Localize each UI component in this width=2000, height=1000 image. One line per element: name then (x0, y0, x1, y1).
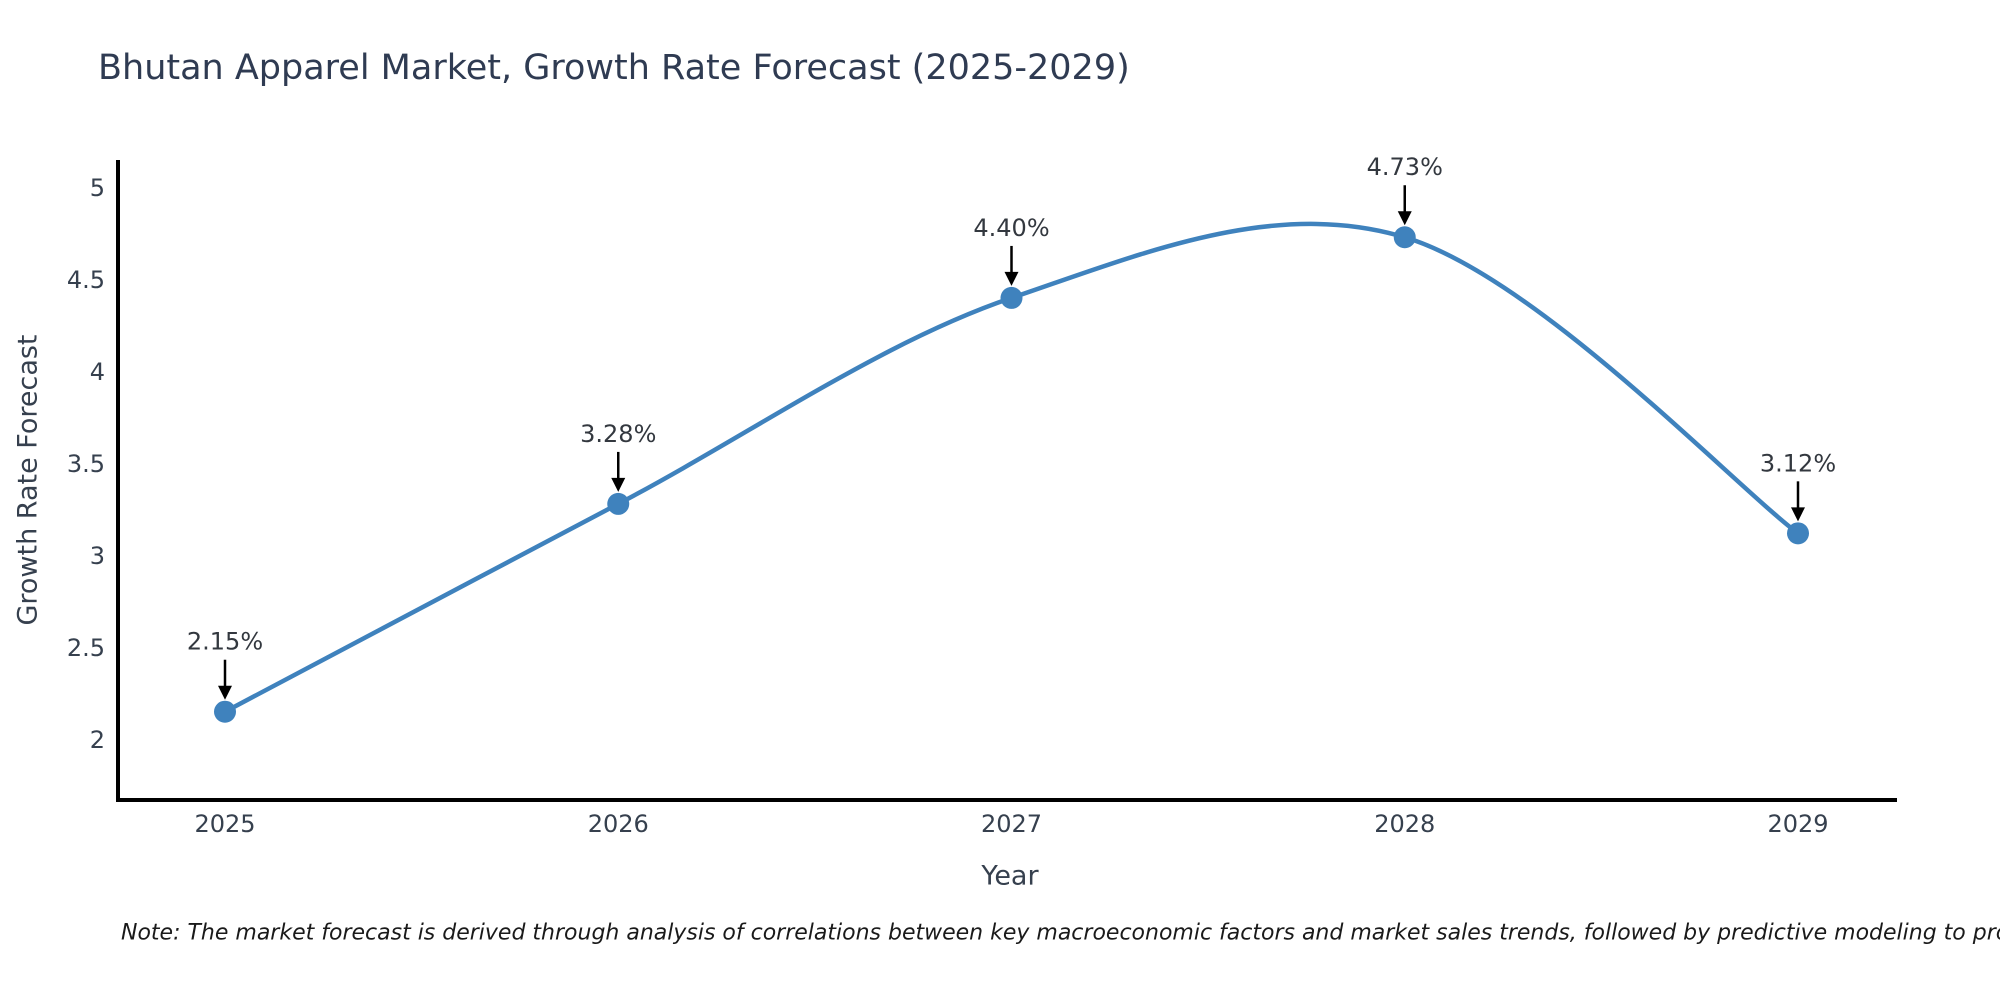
annotation-label: 4.40% (973, 214, 1049, 242)
annotation-arrow-head (1397, 211, 1412, 226)
annotation-label: 3.12% (1760, 449, 1836, 477)
annotation-label: 4.73% (1367, 153, 1443, 181)
y-tick-label: 5 (90, 174, 105, 202)
chart-title: Bhutan Apparel Market, Growth Rate Forec… (98, 48, 1130, 88)
y-tick-label: 4.5 (67, 266, 105, 294)
y-tick-label: 4 (90, 358, 105, 386)
annotation-arrow-head (1004, 271, 1019, 286)
y-tick-label: 3.5 (67, 450, 105, 478)
x-tick-label: 2026 (588, 810, 649, 838)
x-tick-label: 2027 (981, 810, 1042, 838)
annotation-label: 3.28% (580, 420, 656, 448)
data-point-marker (607, 492, 630, 515)
point-annotation: 3.28% (580, 420, 656, 492)
annotation-arrow-head (218, 685, 232, 700)
axis-spines (116, 160, 1897, 802)
y-tick-label: 2.5 (67, 634, 105, 662)
point-annotation: 4.40% (973, 214, 1050, 286)
y-tick-label: 3 (90, 542, 105, 570)
point-annotation: 4.73% (1367, 153, 1443, 226)
y-tick-label: 2 (90, 726, 105, 754)
data-point-marker (1000, 286, 1023, 309)
point-annotation: 3.12% (1760, 449, 1836, 522)
x-tick-label: 2028 (1374, 810, 1435, 838)
y-axis-title: Growth Rate Forecast (12, 334, 44, 626)
point-annotation: 2.15% (187, 628, 263, 700)
data-point-marker (1393, 226, 1416, 249)
annotation-label: 2.15% (187, 628, 263, 656)
data-point-marker (1787, 522, 1809, 545)
footnote: Note: The market forecast is derived thr… (121, 920, 2000, 946)
x-tick-label: 2029 (1767, 810, 1828, 838)
annotation-arrow-head (1791, 507, 1805, 522)
x-tick-label: 2025 (194, 810, 255, 838)
x-axis-title: Year (981, 860, 1039, 892)
data-point-marker (214, 700, 236, 723)
annotation-arrow-head (611, 477, 626, 492)
